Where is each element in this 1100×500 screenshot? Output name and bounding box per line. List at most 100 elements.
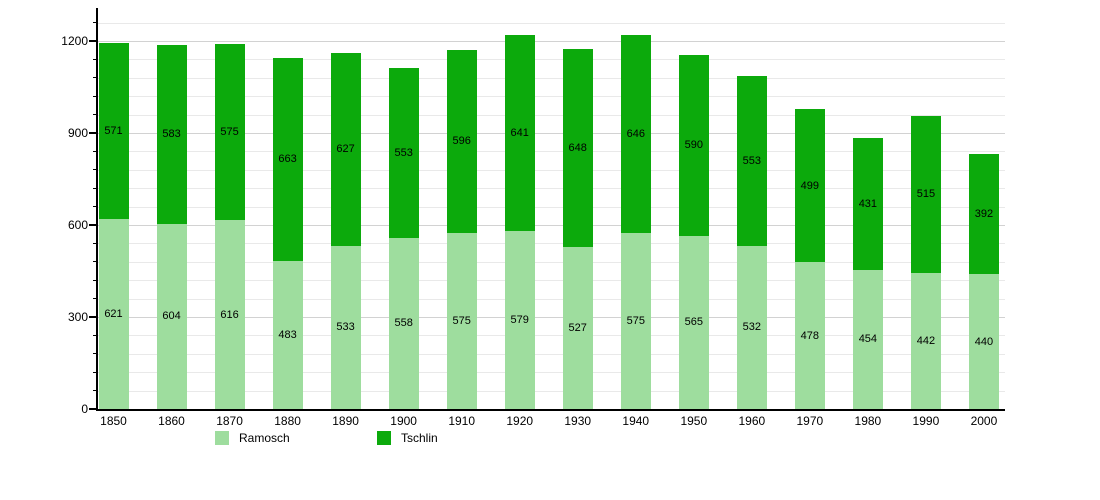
y-axis-minor-tick [93, 279, 97, 281]
bar-value-label: 663 [278, 153, 297, 166]
bar-segment-tschlin-1880 [272, 57, 303, 261]
x-axis-tick-label: 1890 [332, 414, 359, 428]
bar-segment-ramosch-2000 [968, 274, 999, 409]
y-axis-minor-tick [93, 77, 97, 79]
minor-gridline [97, 243, 1005, 245]
legend-item-tschlin: Tschlin [377, 431, 438, 445]
x-axis-tick-label: 2000 [970, 414, 998, 428]
minor-gridline [97, 96, 1005, 98]
bar-segment-tschlin-1910 [446, 49, 477, 233]
y-axis-minor-tick [93, 58, 97, 60]
x-axis-tick-label: 1900 [390, 414, 417, 428]
bar-segment-ramosch-1890 [330, 245, 361, 409]
y-axis-minor-tick [93, 298, 97, 300]
y-axis-minor-tick [93, 169, 97, 171]
legend-item-ramosch: Ramosch [215, 431, 290, 445]
bar-value-label: 478 [800, 329, 820, 342]
bar-value-label: 483 [278, 328, 297, 341]
x-axis-tick-label: 1960 [738, 414, 766, 428]
bar-segment-ramosch-1940 [620, 232, 651, 409]
bar-segment-tschlin-1960 [736, 76, 767, 246]
bar-segment-ramosch-1970 [794, 262, 825, 409]
y-axis-major-tick [89, 132, 97, 134]
bar-value-label: 575 [626, 314, 645, 327]
minor-gridline [97, 114, 1005, 116]
bar-value-label: 553 [742, 155, 761, 168]
bar-value-label: 575 [220, 125, 239, 138]
bar-value-label: 499 [800, 179, 820, 192]
minor-gridline [97, 353, 1005, 355]
bar-value-label: 532 [742, 321, 761, 334]
y-axis-minor-tick [93, 353, 97, 355]
y-axis-minor-tick [93, 390, 97, 392]
x-axis-tick-label: 1970 [796, 414, 824, 428]
bar-segment-ramosch-1990 [910, 273, 941, 409]
x-axis-line [96, 409, 1005, 411]
bar-value-label: 533 [336, 321, 355, 334]
bar-segment-tschlin-1950 [678, 54, 709, 236]
bar-segment-tschlin-1970 [794, 109, 825, 263]
bar-value-label: 621 [104, 307, 123, 320]
y-axis-minor-tick [93, 114, 97, 116]
y-axis-tick-label: 0 [81, 402, 88, 416]
bar-value-label: 515 [916, 188, 936, 201]
bar-segment-ramosch-1860 [156, 223, 187, 409]
bar-segment-tschlin-1850 [98, 43, 129, 219]
minor-gridline [97, 169, 1005, 171]
x-axis-tick-label: 1910 [448, 414, 476, 428]
legend-label-ramosch: Ramosch [239, 431, 290, 445]
bar-segment-tschlin-1890 [330, 53, 361, 246]
x-axis-tick-label: 1990 [912, 414, 940, 428]
bar-segment-tschlin-2000 [968, 153, 999, 275]
bar-value-label: 442 [916, 335, 936, 348]
major-gridline [97, 133, 1005, 134]
legend-label-tschlin: Tschlin [401, 431, 438, 445]
minor-gridline [97, 151, 1005, 153]
y-axis-minor-tick [93, 95, 97, 97]
minor-gridline [97, 335, 1005, 337]
bar-segment-tschlin-1980 [852, 137, 883, 270]
y-axis-minor-tick [93, 242, 97, 244]
bar-value-label: 527 [568, 322, 587, 335]
y-axis-minor-tick [93, 22, 97, 24]
major-gridline [97, 317, 1005, 318]
y-axis-major-tick [89, 224, 97, 226]
y-axis-tick-label: 1200 [61, 34, 88, 48]
bar-segment-tschlin-1940 [620, 34, 651, 233]
y-axis-minor-tick [93, 187, 97, 189]
bar-segment-ramosch-1960 [736, 245, 767, 409]
bar-value-label: 590 [684, 139, 703, 152]
bar-segment-ramosch-1850 [98, 218, 129, 409]
bar-segment-ramosch-1900 [388, 237, 419, 409]
bar-value-label: 641 [510, 127, 529, 140]
minor-gridline [97, 390, 1005, 392]
bar-value-label: 553 [394, 147, 413, 160]
y-axis-minor-tick [93, 150, 97, 152]
bar-value-label: 440 [974, 335, 994, 348]
minor-gridline [97, 77, 1005, 79]
x-axis-tick-label: 1880 [274, 414, 301, 428]
x-axis-tick-label: 1940 [622, 414, 650, 428]
minor-gridline [97, 22, 1005, 24]
bar-value-label: 431 [858, 197, 878, 210]
x-axis-tick-label: 1860 [158, 414, 185, 428]
y-axis-major-tick [89, 40, 97, 42]
bar-value-label: 571 [104, 125, 123, 137]
x-axis-tick-label: 1920 [506, 414, 534, 428]
bar-value-label: 575 [452, 314, 471, 327]
minor-gridline [97, 280, 1005, 282]
y-axis-tick-label: 600 [67, 218, 88, 232]
x-axis-tick-label: 1850 [100, 414, 127, 428]
y-axis-minor-tick [93, 261, 97, 263]
y-axis-tick-label: 900 [67, 126, 88, 140]
bar-value-label: 616 [220, 308, 239, 321]
bar-value-label: 579 [510, 314, 529, 327]
bar-segment-ramosch-1910 [446, 232, 477, 409]
x-axis-tick-label: 1930 [564, 414, 592, 428]
minor-gridline [97, 261, 1005, 263]
bar-segment-ramosch-1870 [214, 220, 245, 409]
x-axis-tick-label: 1980 [854, 414, 882, 428]
minor-gridline [97, 298, 1005, 300]
bar-segment-ramosch-1930 [562, 247, 593, 409]
